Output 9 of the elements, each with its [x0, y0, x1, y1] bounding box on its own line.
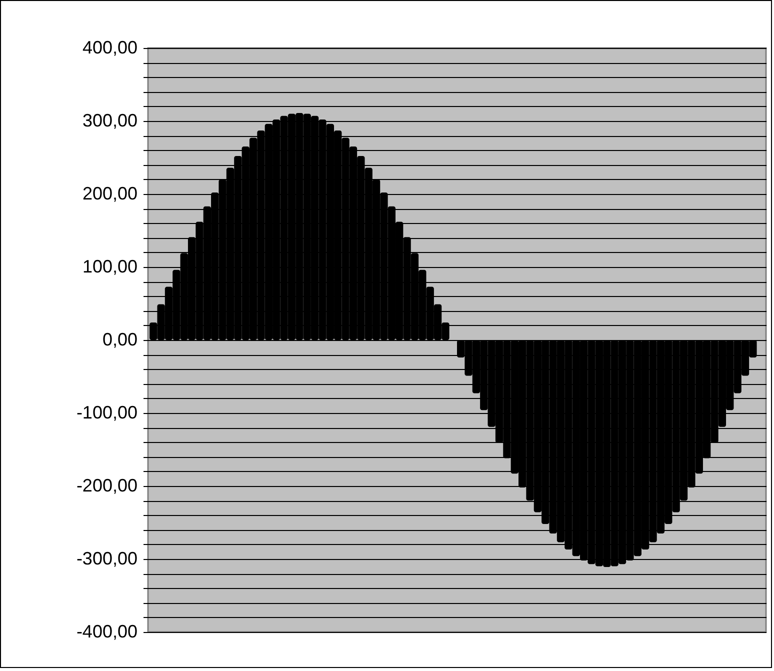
y-tick-label: -400,00: [76, 622, 138, 642]
y-tick-label: 0,00: [102, 330, 138, 350]
y-tick-label: 400,00: [82, 38, 138, 58]
y-tick-label: 300,00: [82, 110, 138, 130]
y-tick-label: 100,00: [82, 256, 138, 276]
y-tick-label: -200,00: [76, 476, 138, 496]
y-tick-label: -100,00: [76, 402, 138, 422]
y-tick-label: 200,00: [82, 184, 138, 204]
y-tick-label: -300,00: [76, 548, 138, 568]
